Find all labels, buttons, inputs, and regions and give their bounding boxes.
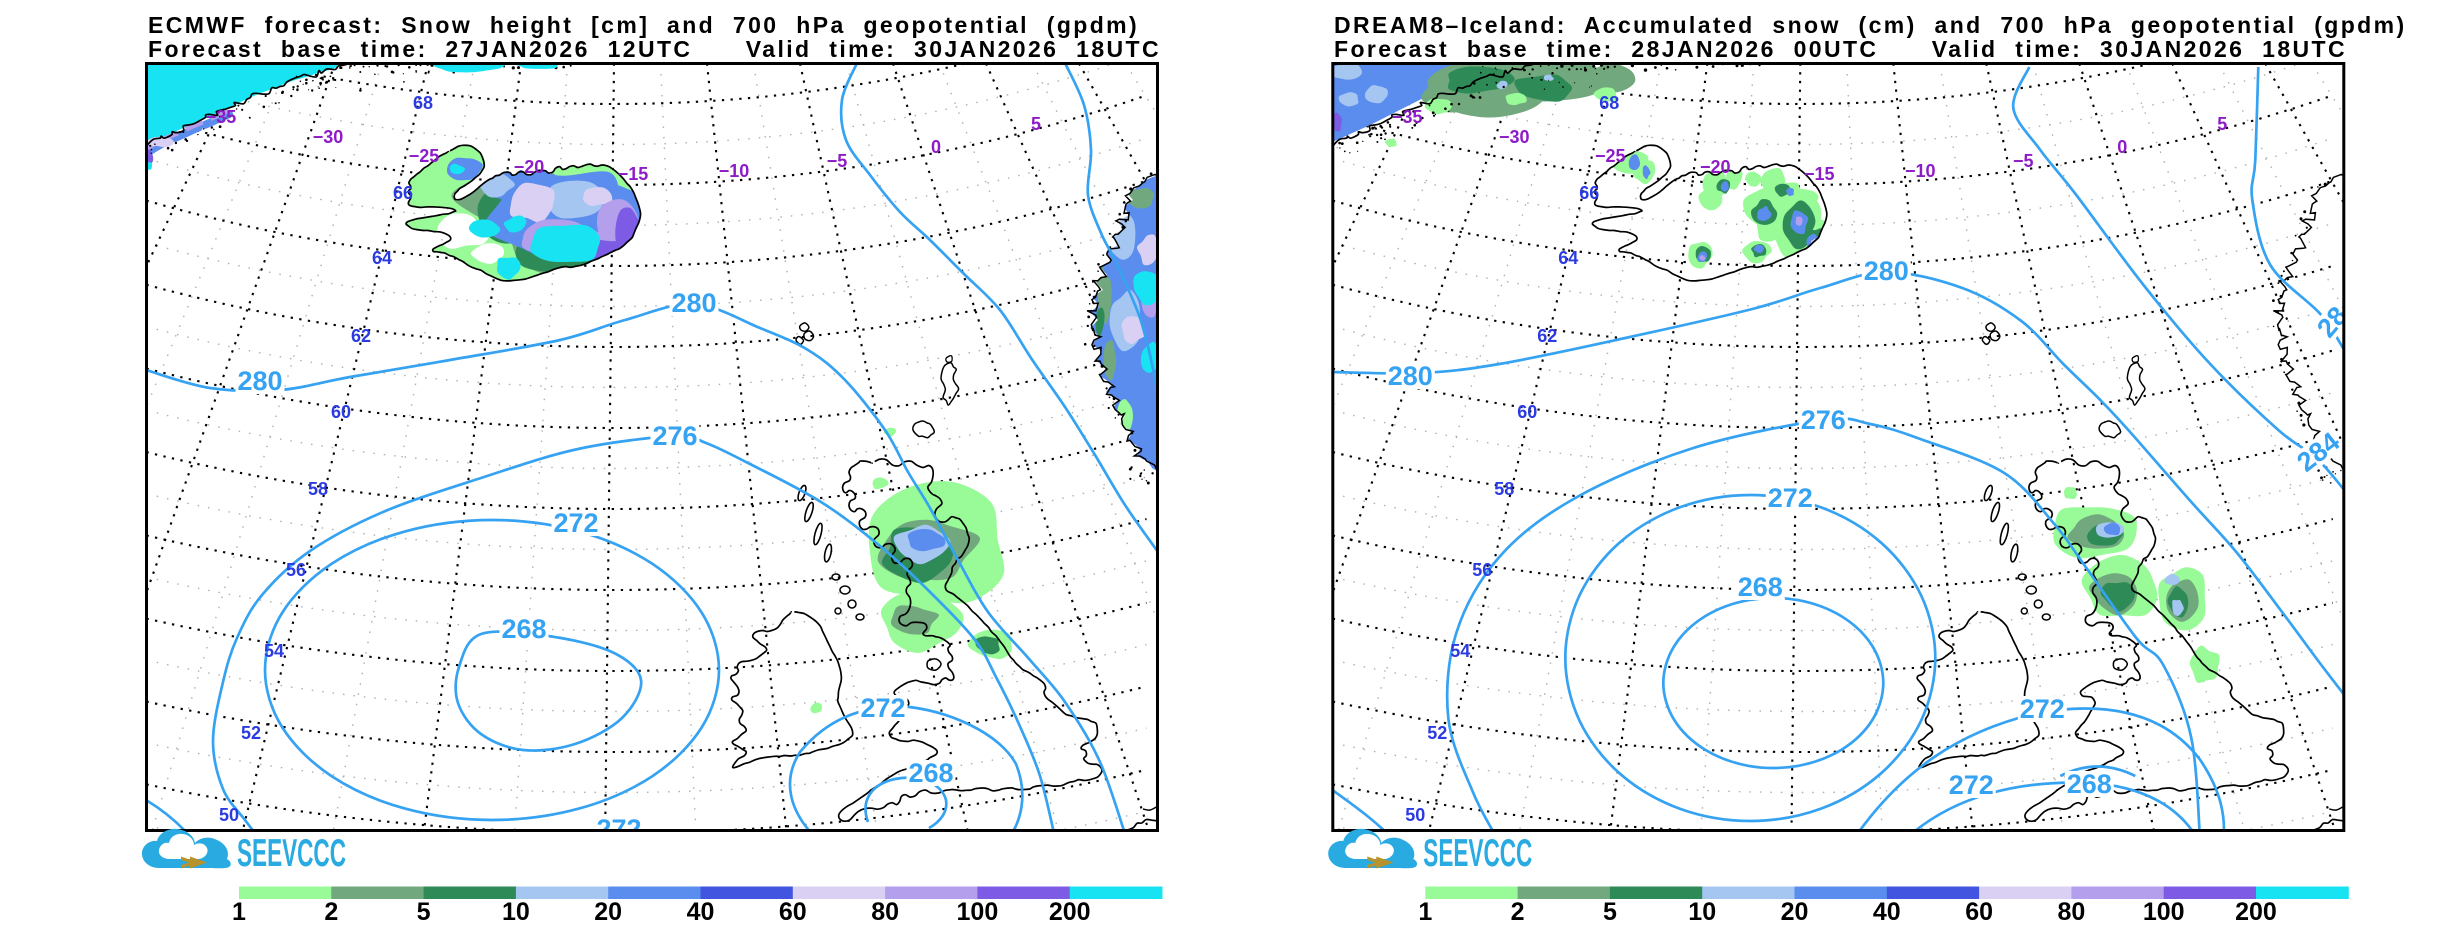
svg-text:−10: −10 xyxy=(719,161,750,181)
svg-text:280: 280 xyxy=(237,366,282,396)
svg-text:272: 272 xyxy=(2020,694,2065,724)
svg-text:0: 0 xyxy=(931,137,941,157)
svg-text:64: 64 xyxy=(372,248,392,268)
svg-text:66: 66 xyxy=(1579,183,1599,203)
svg-text:280: 280 xyxy=(671,288,716,318)
svg-text:10: 10 xyxy=(1688,898,1716,925)
svg-text:−20: −20 xyxy=(514,157,545,177)
svg-text:60: 60 xyxy=(1517,402,1537,422)
svg-text:56: 56 xyxy=(286,560,306,580)
svg-text:58: 58 xyxy=(308,479,328,499)
svg-text:80: 80 xyxy=(871,898,899,925)
svg-text:60: 60 xyxy=(779,898,807,925)
svg-text:1: 1 xyxy=(1418,898,1432,925)
svg-text:1: 1 xyxy=(232,898,246,925)
svg-text:SEEVCCC: SEEVCCC xyxy=(237,832,346,875)
svg-text:−10: −10 xyxy=(1905,161,1936,181)
svg-text:80: 80 xyxy=(2057,898,2085,925)
svg-text:−30: −30 xyxy=(313,127,344,147)
svg-text:280: 280 xyxy=(1864,256,1909,286)
svg-text:200: 200 xyxy=(2235,898,2277,925)
svg-text:50: 50 xyxy=(1405,805,1425,825)
svg-text:50: 50 xyxy=(219,805,239,825)
svg-text:−5: −5 xyxy=(2013,151,2034,171)
svg-text:20: 20 xyxy=(1781,898,1809,925)
svg-text:272: 272 xyxy=(860,693,905,723)
svg-text:−20: −20 xyxy=(1700,157,1731,177)
svg-text:200: 200 xyxy=(1049,898,1091,925)
svg-text:68: 68 xyxy=(1599,93,1619,113)
svg-text:58: 58 xyxy=(1494,479,1514,499)
svg-text:272: 272 xyxy=(1768,483,1813,513)
svg-text:SEEVCCC: SEEVCCC xyxy=(1423,832,1532,875)
svg-text:280: 280 xyxy=(1388,361,1433,391)
svg-text:276: 276 xyxy=(1801,405,1846,435)
svg-text:−15: −15 xyxy=(1804,164,1835,184)
svg-text:2: 2 xyxy=(1511,898,1525,925)
svg-text:268: 268 xyxy=(2067,769,2112,799)
svg-text:5: 5 xyxy=(417,898,431,925)
svg-text:40: 40 xyxy=(687,898,715,925)
svg-text:−35: −35 xyxy=(206,107,237,127)
svg-text:268: 268 xyxy=(501,614,546,644)
svg-text:5: 5 xyxy=(1031,114,1041,134)
svg-text:56: 56 xyxy=(1472,560,1492,580)
svg-text:−25: −25 xyxy=(1595,146,1626,166)
svg-text:−30: −30 xyxy=(1499,127,1530,147)
svg-text:60: 60 xyxy=(331,402,351,422)
svg-text:2: 2 xyxy=(324,898,338,925)
svg-text:10: 10 xyxy=(502,898,530,925)
svg-text:62: 62 xyxy=(1537,326,1557,346)
svg-text:0: 0 xyxy=(2117,137,2127,157)
svg-text:100: 100 xyxy=(957,898,999,925)
svg-text:54: 54 xyxy=(1450,641,1470,661)
svg-text:52: 52 xyxy=(1427,723,1447,743)
svg-text:20: 20 xyxy=(594,898,622,925)
svg-text:54: 54 xyxy=(264,641,284,661)
svg-text:5: 5 xyxy=(1603,898,1617,925)
svg-text:−25: −25 xyxy=(409,146,440,166)
svg-text:268: 268 xyxy=(908,758,953,788)
svg-text:268: 268 xyxy=(1738,572,1783,602)
svg-text:40: 40 xyxy=(1873,898,1901,925)
svg-text:−5: −5 xyxy=(827,151,848,171)
svg-text:−35: −35 xyxy=(1392,107,1423,127)
svg-text:64: 64 xyxy=(1558,248,1578,268)
svg-text:272: 272 xyxy=(596,814,641,844)
svg-text:52: 52 xyxy=(241,723,261,743)
svg-text:272: 272 xyxy=(1949,770,1994,800)
svg-text:−15: −15 xyxy=(618,164,649,184)
svg-text:62: 62 xyxy=(351,326,371,346)
svg-text:60: 60 xyxy=(1965,898,1993,925)
svg-text:100: 100 xyxy=(2143,898,2185,925)
svg-text:5: 5 xyxy=(2217,114,2227,134)
svg-text:66: 66 xyxy=(393,183,413,203)
svg-text:272: 272 xyxy=(553,508,598,538)
svg-text:276: 276 xyxy=(652,421,697,451)
svg-text:68: 68 xyxy=(413,93,433,113)
